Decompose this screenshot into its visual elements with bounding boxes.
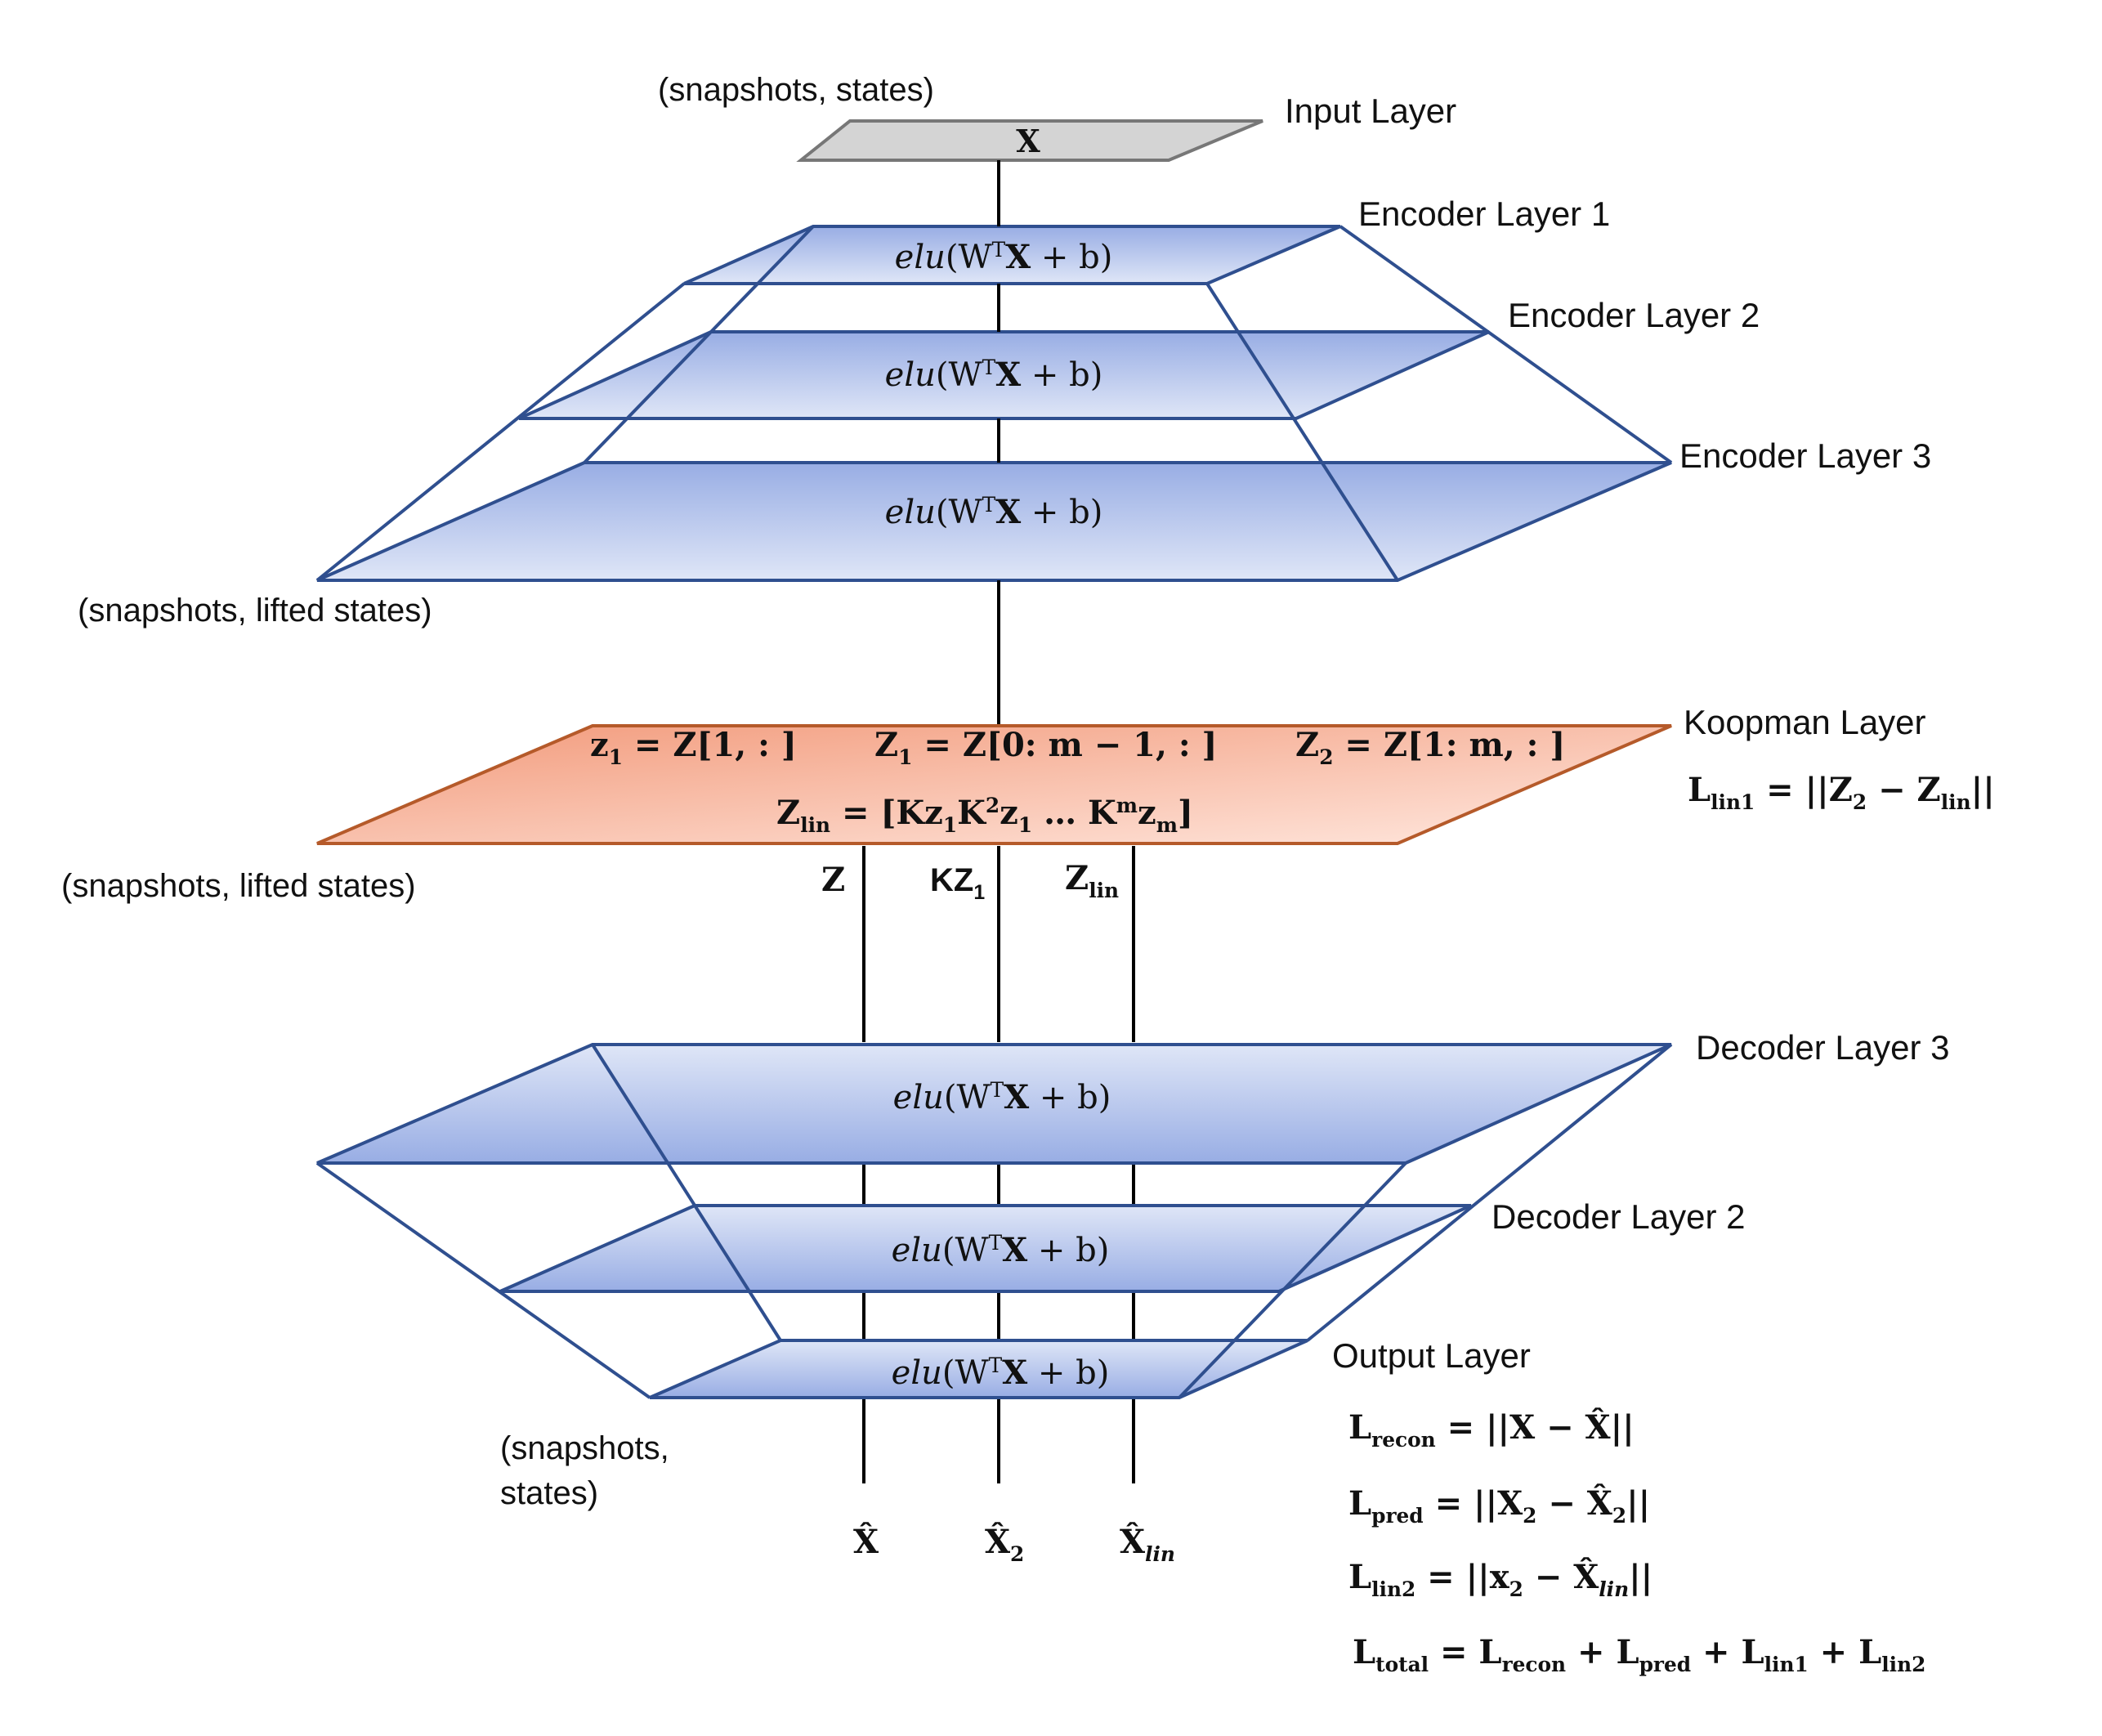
- koopman-layer-plate: [316, 724, 1672, 845]
- encoder-layer-3-plate: [316, 461, 1672, 582]
- koopman-eq-Z2: Z2 = Z[1: m, : ]: [1295, 726, 1565, 769]
- output-layer-formula: elu(WTX + b): [892, 1353, 1110, 1392]
- loss-recon: Lrecon = ||X − X̂||: [1348, 1408, 1635, 1452]
- input-var: X: [1016, 123, 1040, 159]
- output-xlinhat: X̂lin: [1120, 1523, 1175, 1566]
- koopman-eq-z1: z1 = Z[1, : ]: [590, 726, 797, 769]
- output-layer-label: Output Layer: [1332, 1336, 1531, 1375]
- stream-zlin-label: Zlin: [1065, 859, 1119, 902]
- decoder-layer-2-plate: [499, 1204, 1472, 1293]
- stream-kz-label: KZ1: [930, 862, 985, 904]
- encoder-shape-label: (snapshots, lifted states): [78, 593, 432, 629]
- input-layer-plate: [796, 119, 1263, 162]
- koopman-eq-Zlin: Zlin = [Kz1K2z1 … Kmzm]: [776, 794, 1193, 837]
- decoder-frustum-edges: [315, 1043, 1673, 1399]
- decoder-3-label: Decoder Layer 3: [1696, 1028, 1950, 1067]
- encoder-layer-2-plate: [518, 330, 1490, 420]
- output-xhat: X̂: [853, 1523, 879, 1561]
- koopman-shape-label: (snapshots, lifted states): [61, 868, 416, 904]
- loss-pred: Lpred = ||X2 − X̂2||: [1348, 1484, 1650, 1528]
- enc-edge-back-left: [583, 225, 815, 464]
- encoder-3-formula: elu(WTX + b): [885, 493, 1103, 531]
- enc-edge-back-right: [1339, 225, 1673, 464]
- loss-lin2: Llin2 = ||x2 − X̂lin||: [1348, 1558, 1653, 1601]
- dec-edge-back-left: [591, 1043, 782, 1342]
- enc-edge-front-right: [1205, 282, 1399, 582]
- stream-z-label: Z: [821, 861, 845, 899]
- koopman-layer-label: Koopman Layer: [1684, 703, 1926, 741]
- encoder-1-formula: elu(WTX + b): [895, 238, 1113, 276]
- dec-edge-front-left: [315, 1161, 651, 1399]
- encoder-3-label: Encoder Layer 3: [1679, 436, 1931, 475]
- encoder-2-label: Encoder Layer 2: [1508, 296, 1760, 334]
- input-shape-label: (snapshots, states): [658, 72, 934, 108]
- encoder-1-label: Encoder Layer 1: [1358, 195, 1610, 233]
- output-shape-label: (snapshots, states): [500, 1430, 669, 1511]
- decoder-layer-3-plate: [316, 1043, 1672, 1165]
- koopman-eq-Z1: Z1 = Z[0: m − 1, : ]: [874, 726, 1217, 769]
- dec-edge-back-right: [1306, 1043, 1673, 1342]
- decoder-3-formula: elu(WTX + b): [893, 1078, 1111, 1116]
- output-x2hat: X̂2: [985, 1523, 1024, 1566]
- decoder-2-label: Decoder Layer 2: [1492, 1197, 1746, 1236]
- encoder-frustum-edges: [315, 225, 1673, 582]
- dec-edge-front-right: [1178, 1161, 1407, 1399]
- enc-edge-front-left: [315, 282, 686, 582]
- encoder-2-formula: elu(WTX + b): [885, 356, 1103, 394]
- input-layer-label: Input Layer: [1285, 92, 1456, 130]
- loss-total: Ltotal = Lrecon + Lpred + Llin1 + Llin2: [1353, 1633, 1925, 1676]
- decoder-2-formula: elu(WTX + b): [892, 1231, 1110, 1269]
- koopman-loss-lin1: Llin1 = ||Z2 − Zlin||: [1688, 771, 1995, 814]
